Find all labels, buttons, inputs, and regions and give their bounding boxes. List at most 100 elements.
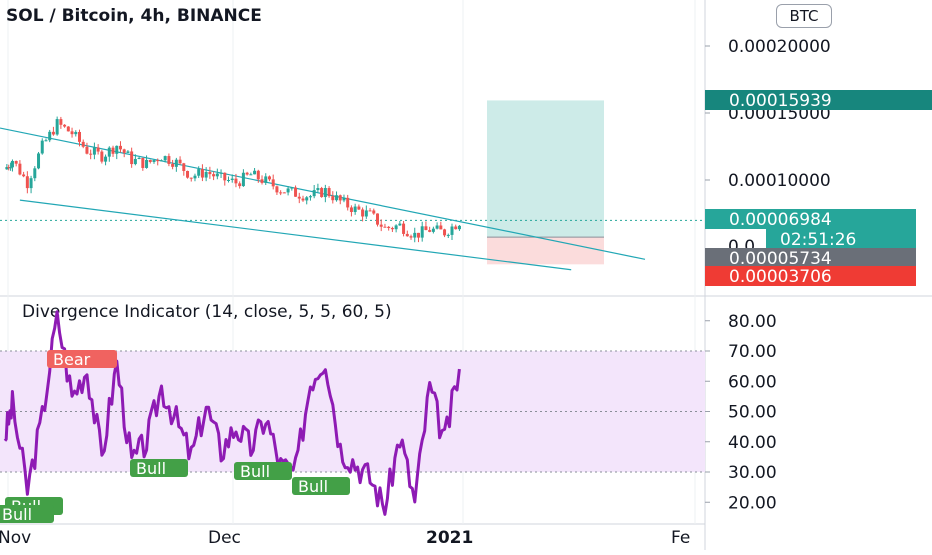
candle xyxy=(5,167,9,170)
candle xyxy=(70,131,74,135)
candle xyxy=(74,131,78,135)
candle xyxy=(227,180,230,182)
time-axis-label: Fe xyxy=(671,528,690,548)
target-zone xyxy=(487,100,604,238)
candle xyxy=(398,223,402,226)
candle xyxy=(78,131,81,142)
bear-label: Bear xyxy=(53,350,91,369)
indicator-tick-label: 80.00 xyxy=(728,312,777,332)
indicator-tick-label: 40.00 xyxy=(728,433,777,453)
candle xyxy=(331,196,335,201)
divergence-label-bg xyxy=(292,477,350,495)
candle xyxy=(130,151,134,165)
candle xyxy=(383,226,387,228)
candle xyxy=(197,169,201,176)
stop-zone xyxy=(487,237,604,265)
candle xyxy=(85,146,89,154)
candle xyxy=(446,234,450,236)
candle xyxy=(409,236,413,238)
candle xyxy=(14,160,18,164)
bull-label: Bull xyxy=(298,477,328,496)
candle xyxy=(29,178,33,189)
candle xyxy=(294,187,298,197)
bull-label: Bull xyxy=(240,462,270,481)
candle xyxy=(81,141,85,147)
candle xyxy=(253,170,257,175)
candle xyxy=(156,160,160,162)
indicator-tick-label: 20.00 xyxy=(728,493,777,513)
candle xyxy=(323,188,327,198)
stop-price-label-bg xyxy=(705,266,916,286)
candle xyxy=(450,226,454,235)
candle xyxy=(316,188,320,191)
last-price-label: 0.00006984 xyxy=(729,210,832,230)
candle xyxy=(118,145,122,150)
candle xyxy=(122,149,126,153)
last-price-label-bg xyxy=(705,209,916,229)
candle xyxy=(260,179,264,183)
candle xyxy=(159,160,163,162)
divergence-label-bg xyxy=(0,505,54,523)
trendline-lower xyxy=(19,199,572,271)
countdown-label: 02:51:26 xyxy=(780,230,856,250)
candle xyxy=(186,170,190,178)
candle xyxy=(416,232,420,238)
candle xyxy=(18,163,22,175)
candle xyxy=(387,226,391,229)
candle xyxy=(346,197,350,208)
candle xyxy=(267,176,271,180)
candle xyxy=(193,175,197,179)
candle xyxy=(111,147,115,154)
candle xyxy=(145,159,149,168)
candle xyxy=(357,206,361,210)
candle xyxy=(234,178,238,184)
candle xyxy=(63,124,67,127)
bull-label: Bull xyxy=(136,459,166,478)
candle xyxy=(219,172,223,174)
candle xyxy=(349,207,353,213)
candle xyxy=(320,188,324,198)
candle xyxy=(353,206,357,213)
candle xyxy=(215,173,219,177)
candle xyxy=(342,197,346,201)
candle xyxy=(301,198,305,201)
candle xyxy=(115,145,119,154)
candle xyxy=(66,126,70,132)
candle xyxy=(402,223,406,234)
candle xyxy=(59,119,63,125)
price-tick-label: 0.00020000 xyxy=(728,37,831,57)
price-tick-label: 0.00010000 xyxy=(728,171,831,191)
candle xyxy=(413,232,417,238)
time-axis-label: Dec xyxy=(208,528,241,548)
bull-label: Bull xyxy=(2,505,32,524)
candle xyxy=(37,153,41,169)
candle xyxy=(182,163,186,171)
candle xyxy=(372,210,376,214)
indicator-tick-label: 70.00 xyxy=(728,342,777,362)
indicator-tick-label: 30.00 xyxy=(728,463,777,483)
candle xyxy=(394,225,398,230)
candle xyxy=(167,156,171,164)
candle xyxy=(107,147,111,157)
candle xyxy=(89,153,93,155)
candle xyxy=(33,168,37,179)
divergence-label-bg xyxy=(47,350,117,368)
candle xyxy=(431,228,435,232)
candle xyxy=(457,225,461,230)
candle xyxy=(100,151,104,162)
currency-button[interactable]: BTC xyxy=(776,4,832,28)
indicator-tick-label: 60.00 xyxy=(728,372,777,392)
candle xyxy=(174,159,178,167)
candle xyxy=(379,224,383,227)
candle xyxy=(10,160,14,168)
candle xyxy=(271,179,275,187)
target-price-label: 0.00015939 xyxy=(729,91,832,111)
candle xyxy=(126,151,130,153)
candle xyxy=(297,196,301,199)
candle xyxy=(420,226,424,238)
entry-price-label: 0.00005734 xyxy=(729,249,832,269)
candle xyxy=(22,174,26,177)
stop-price-label: 0.00003706 xyxy=(729,267,832,287)
candle xyxy=(141,157,145,168)
